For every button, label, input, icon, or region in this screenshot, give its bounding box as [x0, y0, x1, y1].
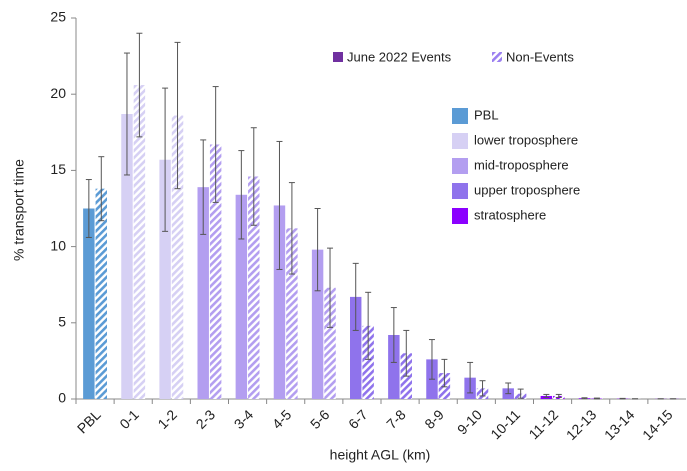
error-bar — [276, 140, 283, 270]
bar — [273, 205, 286, 399]
bar — [121, 114, 133, 400]
error-bar — [98, 156, 105, 222]
x-tick-label: 3-4 — [231, 406, 257, 432]
bar — [133, 85, 146, 399]
x-tick-label: 2-3 — [193, 406, 219, 432]
legend-label: PBL — [474, 107, 499, 122]
bar — [350, 296, 362, 399]
bar — [83, 208, 95, 399]
bar — [286, 228, 298, 399]
legend-label: Non-Events — [506, 49, 574, 64]
error-bar — [352, 262, 359, 331]
error-bar — [505, 382, 512, 395]
y-tick-label: 0 — [58, 390, 66, 406]
y-tick-label: 15 — [50, 161, 66, 177]
error-bar — [212, 86, 219, 203]
error-bar — [517, 388, 524, 399]
x-tick-label: 11-12 — [525, 406, 561, 442]
error-bar — [288, 182, 295, 275]
y-axis-title: % transport time — [11, 159, 27, 261]
bar — [171, 115, 184, 399]
x-tick-label: 8-9 — [421, 406, 447, 432]
error-bar — [238, 150, 245, 240]
x-tick-label: 0-1 — [116, 406, 142, 432]
x-axis-title: height AGL (km) — [330, 447, 431, 463]
error-bar — [390, 307, 397, 363]
legend-swatch — [492, 52, 502, 62]
bar — [311, 249, 324, 399]
error-bar — [467, 361, 474, 394]
error-bar — [403, 329, 410, 377]
x-tick-label: 12-13 — [563, 406, 600, 443]
bar — [388, 334, 400, 399]
error-bar — [581, 397, 588, 400]
x-tick-label: 4-5 — [269, 406, 295, 432]
x-tick-label: PBL — [74, 406, 104, 436]
x-tick-label: 5-6 — [307, 406, 333, 432]
error-bar — [479, 380, 486, 397]
error-bar — [619, 397, 626, 400]
error-bar — [327, 247, 334, 328]
y-tick-label: 10 — [50, 237, 66, 253]
x-tick-label: 13-14 — [601, 406, 638, 443]
error-bar — [123, 52, 130, 176]
bar — [209, 144, 222, 399]
legend-swatch — [452, 108, 468, 124]
x-tick-label: 7-8 — [383, 406, 409, 432]
x-tick-label: 6-7 — [345, 406, 371, 432]
x-tick-label: 14-15 — [639, 406, 676, 443]
bar — [248, 176, 260, 399]
error-bar — [441, 358, 448, 388]
legend-label: upper troposphere — [474, 182, 580, 197]
legend-label: stratosphere — [474, 207, 546, 222]
error-bar — [428, 339, 435, 380]
bar — [362, 325, 374, 399]
legend-swatch — [452, 133, 468, 149]
y-tick-label: 20 — [50, 85, 66, 101]
error-bar — [200, 139, 207, 235]
error-bar — [365, 291, 372, 360]
bar — [95, 188, 107, 399]
error-bar — [85, 179, 92, 238]
legend-swatch — [452, 183, 468, 199]
error-bar — [593, 397, 600, 400]
x-tick-label: 1-2 — [154, 406, 180, 432]
x-tick-label: 9-10 — [454, 406, 485, 437]
error-bar — [174, 41, 181, 190]
error-bar — [543, 393, 550, 398]
error-bar — [162, 87, 169, 232]
legend-swatch — [452, 208, 468, 224]
error-bar — [555, 393, 562, 398]
legend-swatch — [333, 52, 343, 62]
bar — [324, 287, 336, 399]
y-tick-label: 25 — [50, 9, 66, 25]
bar — [197, 187, 209, 399]
bar — [235, 194, 248, 399]
y-tick-label: 5 — [58, 314, 66, 330]
error-bar — [314, 208, 321, 292]
legend-swatch — [452, 158, 468, 174]
legend-label: lower troposphere — [474, 132, 578, 147]
error-bar — [136, 32, 143, 138]
legend-label: June 2022 Events — [347, 49, 452, 64]
x-tick-label: 10-11 — [487, 406, 523, 442]
bar — [159, 159, 171, 399]
legend-label: mid-troposphere — [474, 157, 569, 172]
error-bar — [250, 127, 257, 226]
legend: June 2022 Events Non-Events PBL lower tropo… — [333, 49, 580, 224]
